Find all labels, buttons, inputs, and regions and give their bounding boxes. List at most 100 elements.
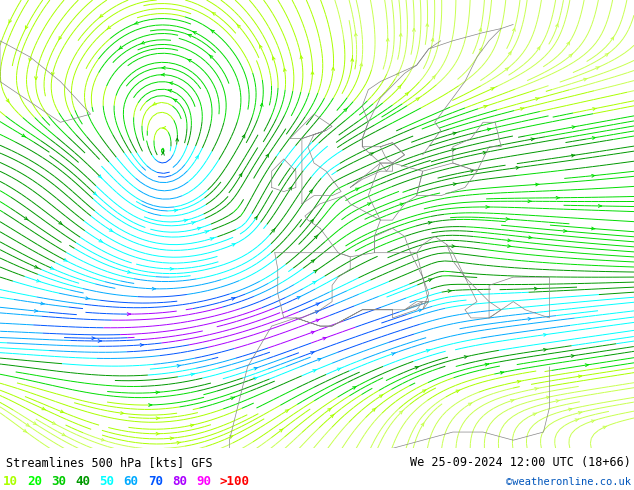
FancyArrowPatch shape [174, 209, 178, 212]
FancyArrowPatch shape [311, 352, 314, 354]
FancyArrowPatch shape [491, 88, 495, 90]
FancyArrowPatch shape [318, 358, 321, 361]
FancyArrowPatch shape [37, 279, 40, 282]
FancyArrowPatch shape [168, 89, 172, 92]
FancyArrowPatch shape [391, 353, 395, 355]
FancyArrowPatch shape [593, 108, 596, 110]
FancyArrowPatch shape [534, 388, 538, 390]
FancyArrowPatch shape [22, 134, 25, 137]
FancyArrowPatch shape [23, 429, 27, 433]
FancyArrowPatch shape [9, 20, 11, 23]
FancyArrowPatch shape [351, 58, 354, 61]
FancyArrowPatch shape [231, 397, 235, 400]
FancyArrowPatch shape [254, 377, 257, 380]
FancyArrowPatch shape [415, 367, 418, 369]
FancyArrowPatch shape [484, 105, 488, 108]
FancyArrowPatch shape [426, 349, 430, 352]
FancyArrowPatch shape [418, 309, 422, 312]
FancyArrowPatch shape [353, 387, 356, 389]
FancyArrowPatch shape [592, 174, 595, 177]
FancyArrowPatch shape [528, 200, 531, 203]
FancyArrowPatch shape [448, 290, 451, 293]
FancyArrowPatch shape [428, 221, 432, 224]
FancyArrowPatch shape [197, 227, 201, 230]
Text: ©weatheronline.co.uk: ©weatheronline.co.uk [506, 477, 631, 487]
FancyArrowPatch shape [575, 419, 579, 421]
FancyArrowPatch shape [323, 337, 327, 340]
FancyArrowPatch shape [422, 390, 426, 392]
FancyArrowPatch shape [177, 441, 181, 444]
FancyArrowPatch shape [555, 24, 559, 27]
FancyArrowPatch shape [191, 373, 195, 376]
FancyArrowPatch shape [59, 221, 63, 225]
FancyArrowPatch shape [285, 410, 289, 413]
FancyArrowPatch shape [163, 126, 165, 129]
FancyArrowPatch shape [536, 183, 539, 186]
FancyArrowPatch shape [508, 239, 511, 242]
FancyArrowPatch shape [193, 31, 197, 34]
FancyArrowPatch shape [297, 296, 301, 299]
FancyArrowPatch shape [162, 152, 164, 155]
FancyArrowPatch shape [332, 68, 335, 71]
FancyArrowPatch shape [315, 311, 319, 314]
FancyArrowPatch shape [34, 310, 38, 312]
FancyArrowPatch shape [156, 417, 159, 419]
FancyArrowPatch shape [196, 156, 198, 159]
FancyArrowPatch shape [169, 82, 173, 85]
FancyArrowPatch shape [273, 57, 275, 60]
FancyArrowPatch shape [109, 229, 113, 232]
FancyArrowPatch shape [127, 313, 131, 316]
FancyArrowPatch shape [453, 132, 456, 135]
Text: We 25-09-2024 12:00 UTC (18+66): We 25-09-2024 12:00 UTC (18+66) [410, 456, 631, 469]
FancyArrowPatch shape [41, 302, 44, 305]
FancyArrowPatch shape [311, 72, 314, 74]
FancyArrowPatch shape [469, 403, 472, 406]
FancyArrowPatch shape [176, 138, 179, 141]
Polygon shape [526, 367, 592, 448]
Polygon shape [302, 245, 550, 318]
FancyArrowPatch shape [188, 34, 191, 37]
FancyArrowPatch shape [311, 259, 315, 263]
FancyArrowPatch shape [464, 356, 468, 358]
FancyArrowPatch shape [571, 154, 575, 157]
FancyArrowPatch shape [134, 22, 138, 24]
FancyArrowPatch shape [51, 73, 55, 75]
FancyArrowPatch shape [584, 78, 587, 81]
FancyArrowPatch shape [170, 437, 174, 440]
FancyArrowPatch shape [34, 266, 38, 268]
FancyArrowPatch shape [93, 192, 97, 196]
FancyArrowPatch shape [173, 99, 177, 102]
FancyArrowPatch shape [212, 12, 216, 15]
FancyArrowPatch shape [567, 42, 569, 45]
FancyArrowPatch shape [534, 287, 538, 290]
FancyArrowPatch shape [316, 319, 320, 322]
FancyArrowPatch shape [101, 439, 105, 441]
FancyArrowPatch shape [354, 33, 357, 36]
FancyArrowPatch shape [508, 245, 511, 247]
FancyArrowPatch shape [98, 174, 102, 178]
FancyArrowPatch shape [429, 279, 432, 281]
FancyArrowPatch shape [26, 423, 30, 427]
FancyArrowPatch shape [210, 238, 214, 240]
FancyArrowPatch shape [344, 108, 347, 112]
FancyArrowPatch shape [254, 217, 257, 220]
FancyArrowPatch shape [107, 26, 111, 29]
FancyArrowPatch shape [470, 170, 474, 172]
FancyArrowPatch shape [29, 58, 32, 61]
FancyArrowPatch shape [485, 363, 489, 366]
FancyArrowPatch shape [398, 85, 401, 89]
FancyArrowPatch shape [184, 219, 188, 222]
FancyArrowPatch shape [161, 74, 165, 76]
FancyArrowPatch shape [237, 24, 240, 28]
Text: 40: 40 [75, 474, 91, 488]
FancyArrowPatch shape [190, 424, 194, 427]
FancyArrowPatch shape [300, 56, 303, 59]
FancyArrowPatch shape [372, 408, 376, 412]
FancyArrowPatch shape [210, 30, 214, 33]
FancyArrowPatch shape [611, 37, 614, 40]
FancyArrowPatch shape [426, 24, 429, 26]
FancyArrowPatch shape [556, 400, 559, 402]
Polygon shape [272, 220, 320, 253]
FancyArrowPatch shape [360, 63, 363, 66]
FancyArrowPatch shape [50, 267, 54, 269]
